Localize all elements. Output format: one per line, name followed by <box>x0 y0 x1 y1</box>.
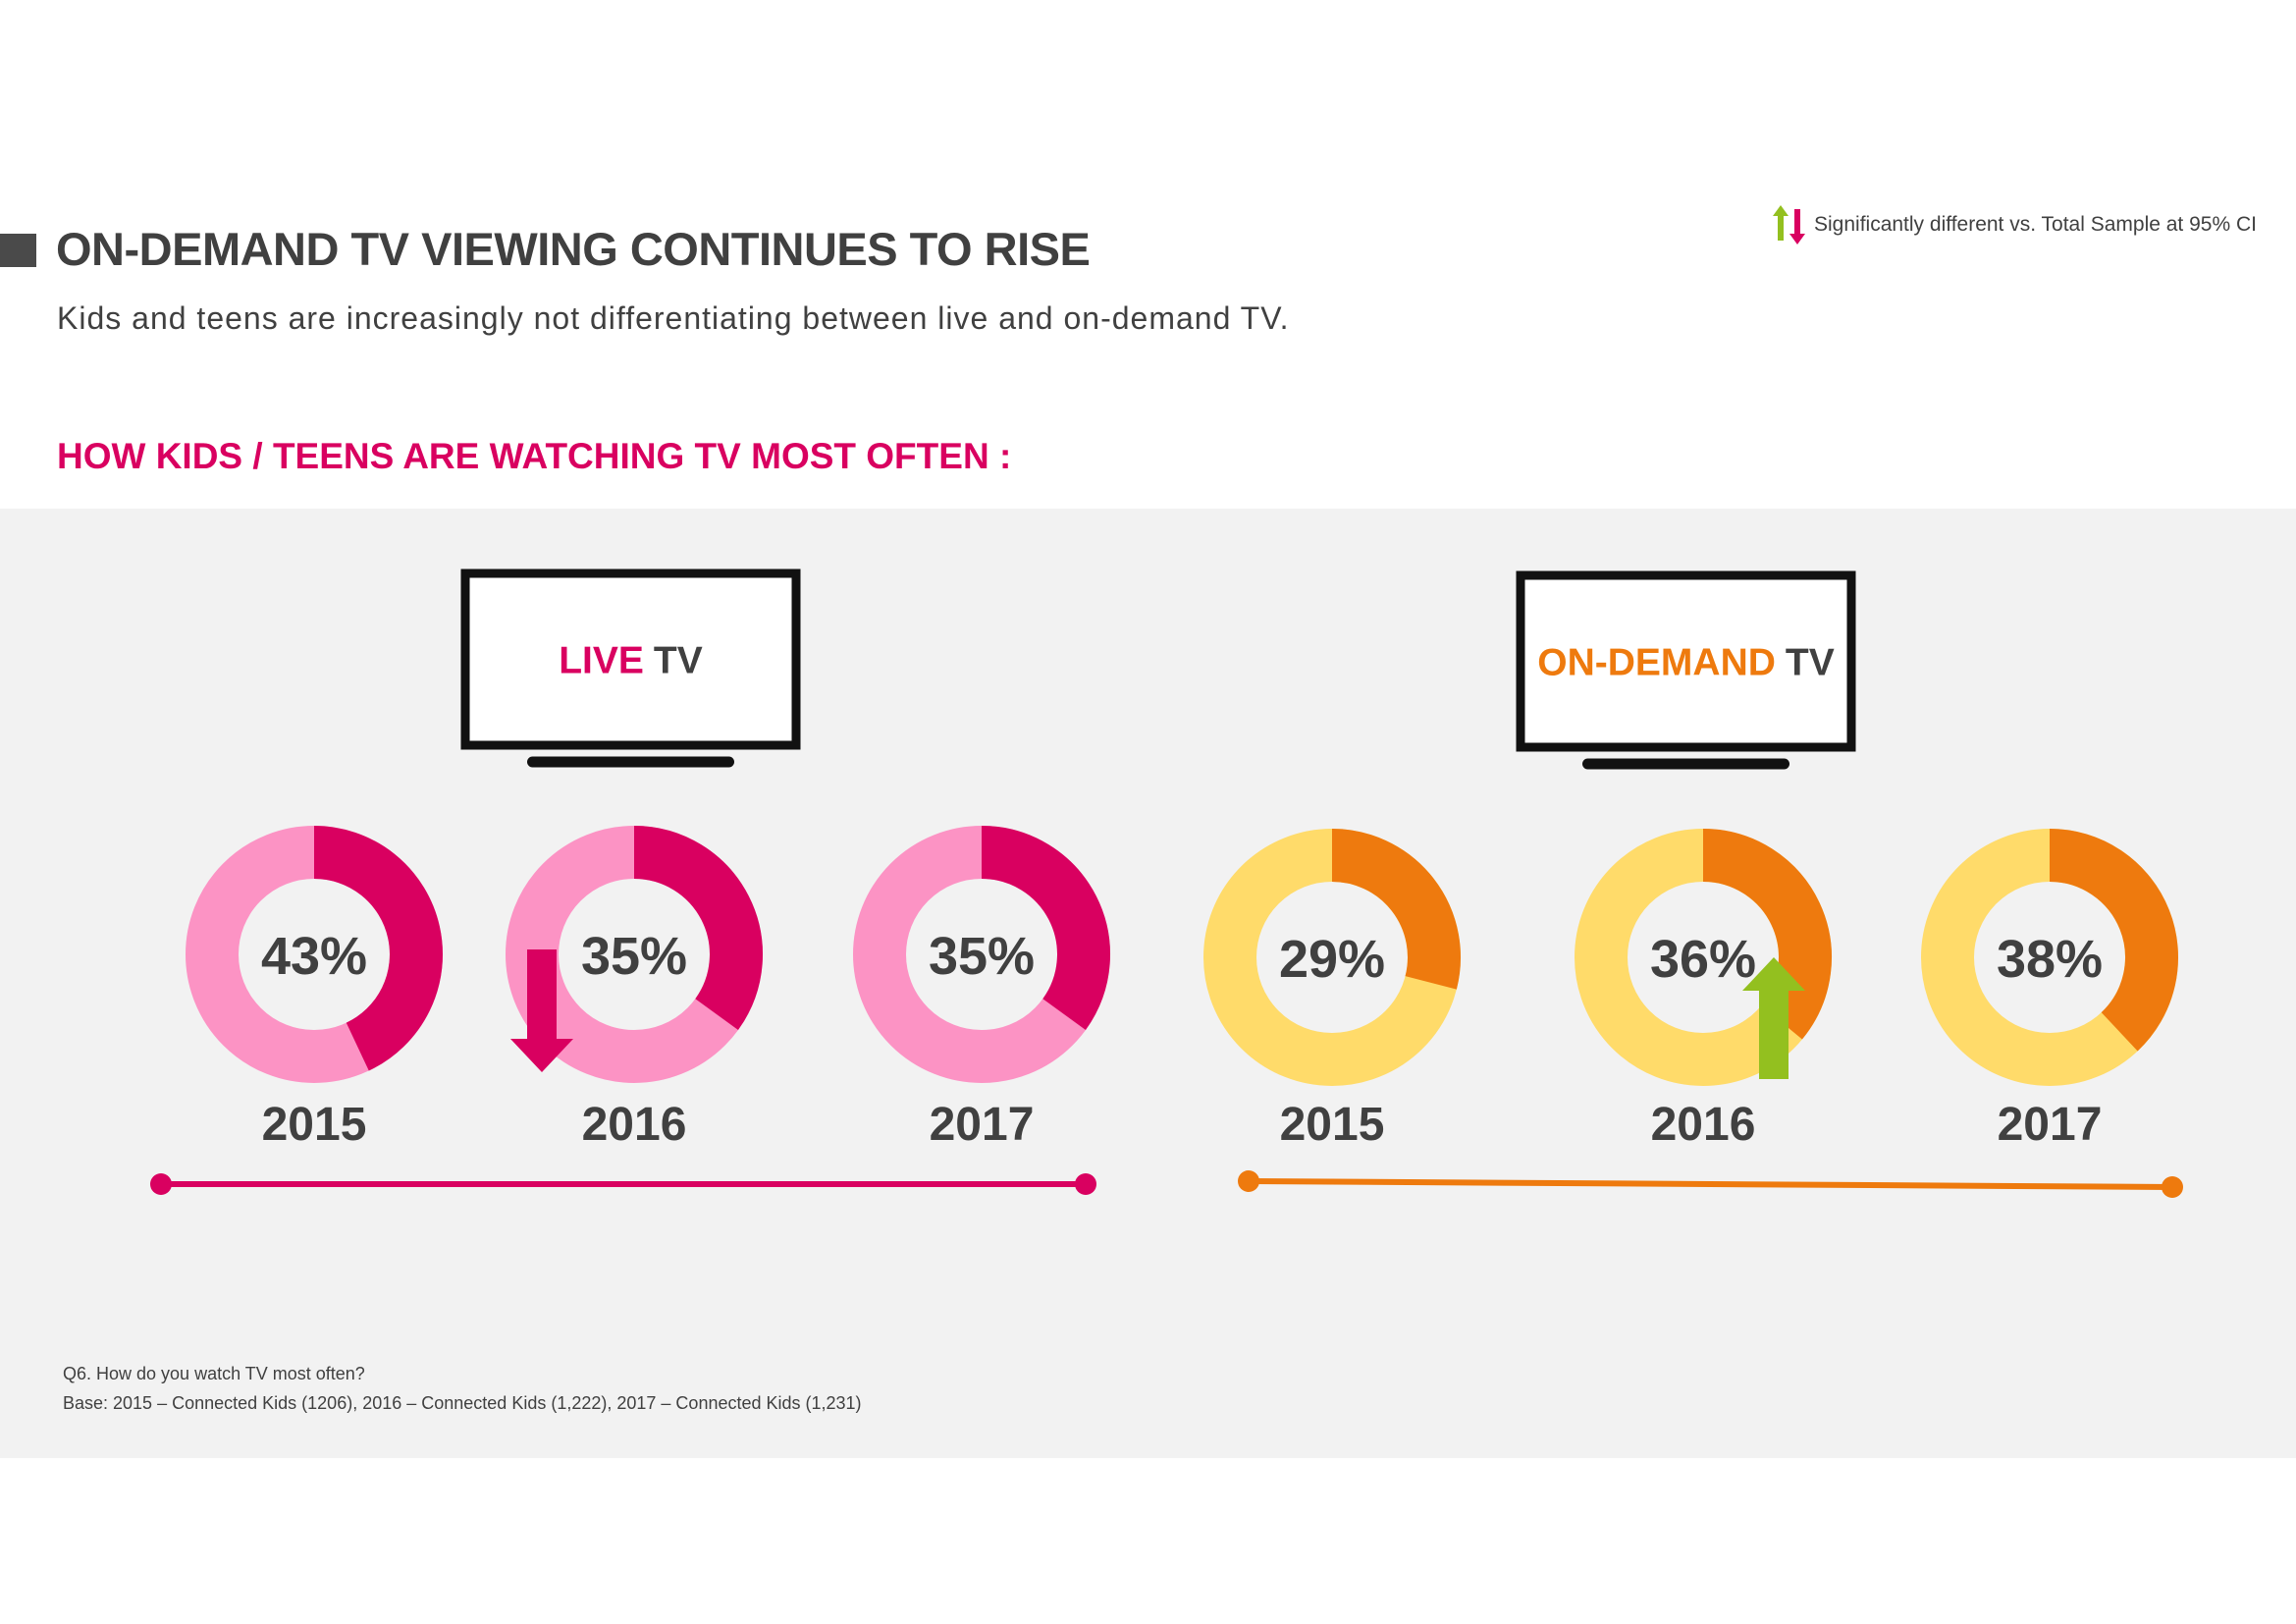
chart-group-2: ON-DEMAND TV 29% 2015 36% 2016 38% 2017 <box>1203 570 2183 1198</box>
timeline-end-dot <box>2162 1176 2183 1198</box>
page-title: ON-DEMAND TV VIEWING CONTINUES TO RISE <box>56 223 1091 275</box>
donut-value-slice <box>1331 829 1461 990</box>
donut-value-slice <box>981 826 1110 1030</box>
footnote-base: Base: 2015 – Connected Kids (1206), 2016… <box>63 1393 862 1413</box>
donut-value-label: 38% <box>1997 930 2103 989</box>
donut-2017: 38% <box>1921 829 2178 1086</box>
donut-value-slice <box>313 826 443 1071</box>
year-label: 2016 <box>582 1099 687 1151</box>
section-heading: HOW KIDS / TEENS ARE WATCHING TV MOST OF… <box>57 436 1012 476</box>
chart-panel <box>0 509 2296 1458</box>
significance-up-arrow-icon <box>1742 957 1805 1079</box>
donut-2016: 35% <box>506 826 763 1083</box>
donut-value-label: 36% <box>1650 930 1756 989</box>
tv-label-accent: LIVE <box>559 640 644 682</box>
timeline-line <box>1248 1178 2173 1190</box>
donut-2015: 43% <box>186 826 443 1083</box>
chart-group-1: LIVE TV 43% 2015 35% 2016 35% 2017 <box>150 568 1110 1195</box>
donut-value-label: 35% <box>581 927 687 986</box>
timeline-start-dot <box>1238 1170 1259 1192</box>
tv-label: ON-DEMAND TV <box>1537 642 1835 684</box>
donut-value-slice <box>633 826 763 1030</box>
tv-label: LIVE TV <box>559 640 703 682</box>
donut-value-slice <box>1702 829 1832 1040</box>
significance-legend: Significantly different vs. Total Sample… <box>1773 203 2257 246</box>
tv-screen-icon <box>1516 570 1856 752</box>
tv-label-accent: ON-DEMAND <box>1537 642 1776 684</box>
significance-down-arrow-icon <box>510 949 573 1072</box>
legend-text: Significantly different vs. Total Sample… <box>1814 213 2257 236</box>
year-label: 2015 <box>1280 1099 1385 1151</box>
timeline-start-dot <box>150 1173 172 1195</box>
tv-screen-icon <box>460 568 801 750</box>
title-marker <box>0 234 36 267</box>
tv-label-rest: TV <box>654 640 703 682</box>
donut-2015: 29% <box>1203 829 1461 1086</box>
donut-value-slice <box>2049 829 2178 1052</box>
year-label: 2015 <box>262 1099 367 1151</box>
donut-2016: 36% <box>1575 829 1832 1086</box>
donut-value-label: 35% <box>929 927 1035 986</box>
tv-label-rest: TV <box>1786 642 1835 684</box>
year-label: 2016 <box>1651 1099 1756 1151</box>
donut-value-label: 29% <box>1279 930 1385 989</box>
footnote-question: Q6. How do you watch TV most often? <box>63 1364 365 1383</box>
page-subtitle: Kids and teens are increasingly not diff… <box>57 300 1290 336</box>
timeline-end-dot <box>1075 1173 1096 1195</box>
donut-value-label: 43% <box>261 927 367 986</box>
significance-arrows-icon <box>1773 205 1805 244</box>
donut-2017: 35% <box>853 826 1110 1083</box>
year-label: 2017 <box>1998 1099 2103 1151</box>
year-label: 2017 <box>930 1099 1035 1151</box>
